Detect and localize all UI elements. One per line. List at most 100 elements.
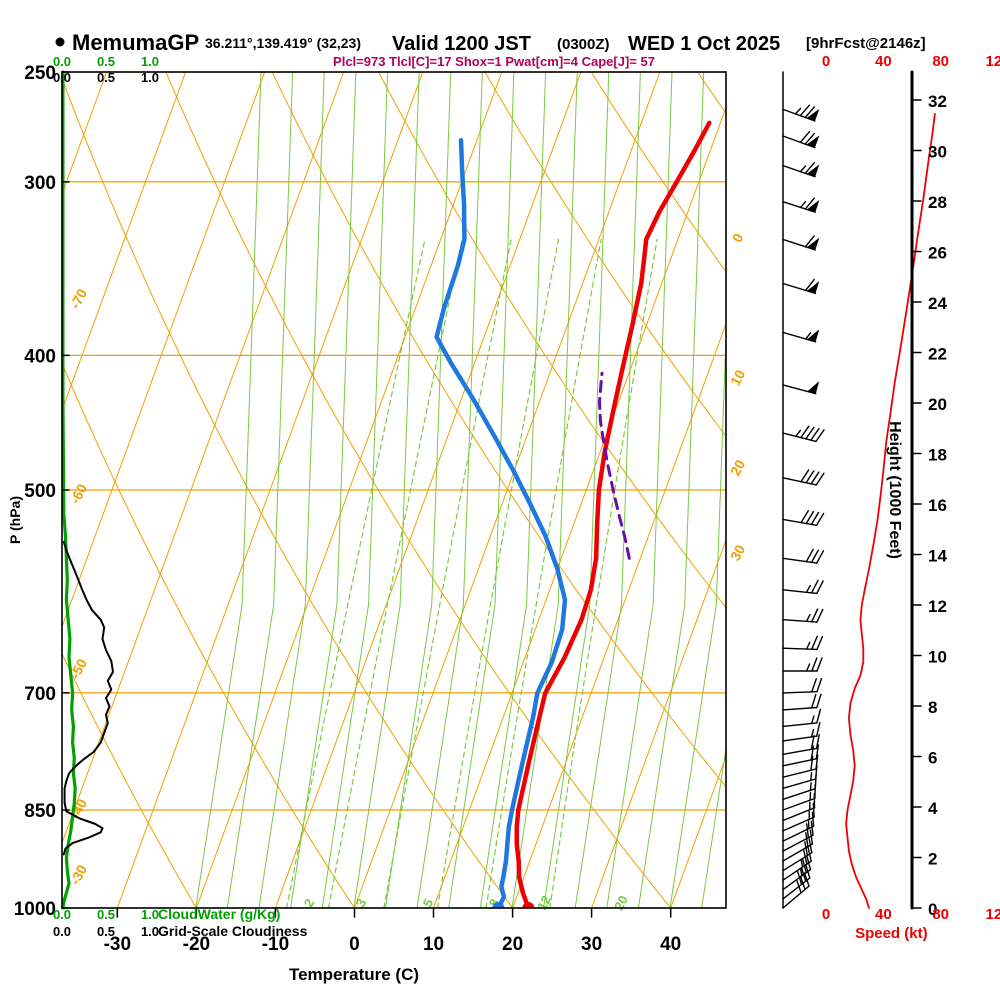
- wind-barb: [782, 811, 815, 842]
- barb-pennant: [807, 381, 820, 394]
- cloudiness-axis-label: Grid-Scale Cloudiness: [158, 923, 308, 939]
- barb-full: [804, 132, 815, 145]
- temp-tick--10: -10: [262, 934, 289, 955]
- wind-barb: [782, 131, 820, 149]
- dry-adiabat-label-30: 30: [727, 542, 749, 563]
- wind-barb: [782, 425, 825, 443]
- wind-barb: [782, 734, 820, 755]
- barb-half: [810, 715, 815, 725]
- wind-barb: [782, 829, 814, 862]
- barb-full: [805, 510, 815, 525]
- barb-full: [815, 512, 825, 526]
- dry-adiabat-20: [62, 77, 514, 908]
- speed-bot-tick-120: 120: [985, 906, 1000, 923]
- wind-barb: [782, 802, 815, 832]
- moist-adiabat--12: [258, 72, 325, 908]
- header: MemumaGP 36.211°,139.419° (32,23) Valid 12…: [55, 30, 926, 69]
- cloudiness-top-tick-2: 1.0: [141, 70, 159, 85]
- mixing-ratio-12: [485, 238, 602, 908]
- barb-full: [816, 693, 822, 709]
- temperature-axis: -30 -20 -10 0 10 20 30 40 Temperature (C): [104, 907, 681, 984]
- moist-adiabat-28: [574, 72, 641, 908]
- barb-full: [816, 721, 821, 737]
- valid-date: WED 1 Oct 2025: [628, 33, 780, 55]
- speed-axis: 0040408080120120Speed (kt): [822, 53, 1000, 942]
- sounding-stats: Plcl=973 Tlcl[C]=17 Shox=1 Pwat[cm]=4 Ca…: [333, 54, 655, 69]
- height-tick-14: 14: [928, 547, 947, 566]
- dry-adiabat-label-20: 20: [727, 457, 749, 478]
- barb-full: [811, 635, 818, 650]
- pressure-tick-500: 500: [24, 481, 56, 502]
- wind-barb: [782, 579, 824, 595]
- speed-profile: [845, 113, 936, 909]
- barb-pennant: [806, 199, 820, 213]
- cloud-scales: 0.00.00.00.00.50.50.50.51.01.01.01.0Clou…: [53, 54, 308, 939]
- speed-bot-tick-0: 0: [822, 906, 830, 923]
- surface-dewpoint-marker: [492, 902, 505, 908]
- barb-half: [810, 728, 815, 738]
- barb-full: [810, 734, 815, 750]
- speed-bot-tick-40: 40: [875, 906, 892, 923]
- forecast-info: [9hrFcst@2146z]: [806, 35, 926, 52]
- barb-full: [810, 755, 814, 771]
- height-tick-26: 26: [928, 244, 947, 263]
- wind-barbs: [782, 71, 825, 909]
- speed-top-tick-40: 40: [875, 53, 892, 70]
- barb-full: [810, 820, 814, 836]
- isotherm-40: [670, 755, 726, 908]
- moist-adiabat-0: [353, 72, 420, 908]
- valid-time-z: (0300Z): [557, 36, 610, 53]
- barb-half: [805, 584, 811, 593]
- barb-pennant: [806, 237, 820, 250]
- height-tick-22: 22: [928, 345, 947, 364]
- barb-half: [805, 613, 811, 623]
- dry-adiabat-60: [271, 72, 726, 788]
- height-tick-28: 28: [928, 193, 947, 212]
- barb-half: [805, 641, 811, 650]
- pressure-tick-850: 850: [24, 801, 56, 822]
- cloudwater-bot-tick-0: 0.0: [53, 907, 71, 922]
- speed-top-tick-120: 120: [985, 53, 1000, 70]
- cloudwater-bot-tick-2: 1.0: [141, 907, 159, 922]
- barb-full: [806, 823, 810, 839]
- temp-tick-0: 0: [349, 934, 360, 955]
- dry-adiabat-label-10: 10: [727, 367, 749, 388]
- moist-adiabat--4: [321, 72, 388, 908]
- barb-shaft: [782, 331, 817, 343]
- height-tick-6: 6: [928, 749, 937, 768]
- wind-barb: [782, 608, 824, 623]
- barb-half: [805, 663, 811, 672]
- barb-pennant: [807, 280, 820, 294]
- profile-temperature: [514, 120, 712, 908]
- moist-adiabat-8: [416, 72, 483, 908]
- barb-full: [800, 510, 809, 524]
- temp-tick-30: 30: [581, 934, 602, 955]
- barb-full: [816, 580, 824, 595]
- barb-shaft: [782, 384, 817, 395]
- barb-full: [810, 471, 820, 485]
- cloudiness-top-tick-0: 0.0: [53, 70, 71, 85]
- barb-full: [815, 754, 819, 770]
- station-name: MemumaGP: [72, 30, 199, 55]
- pressure-tick-1000: 1000: [14, 899, 56, 920]
- wind-barb: [782, 677, 823, 694]
- moist-adiabat--16: [226, 72, 294, 908]
- barb-pennant: [806, 164, 820, 177]
- temp-tick-10: 10: [423, 934, 444, 955]
- mixing-ratio-20: [549, 238, 658, 908]
- barb-full: [800, 469, 810, 483]
- barb-half: [810, 772, 813, 782]
- barb-full: [811, 678, 817, 693]
- cloudwater-bot-tick-1: 0.5: [97, 907, 115, 922]
- barb-full: [804, 278, 815, 292]
- cloudwater-top-tick-1: 0.5: [97, 54, 115, 69]
- moist-adiabat-12: [448, 72, 515, 908]
- barb-full: [810, 549, 819, 564]
- barb-full: [816, 708, 822, 724]
- wind-barb: [782, 820, 814, 852]
- profile-parcel: [598, 371, 631, 560]
- moist-adiabat-16: [479, 72, 547, 908]
- pressure-tick-700: 700: [24, 684, 56, 705]
- barb-full: [804, 106, 815, 119]
